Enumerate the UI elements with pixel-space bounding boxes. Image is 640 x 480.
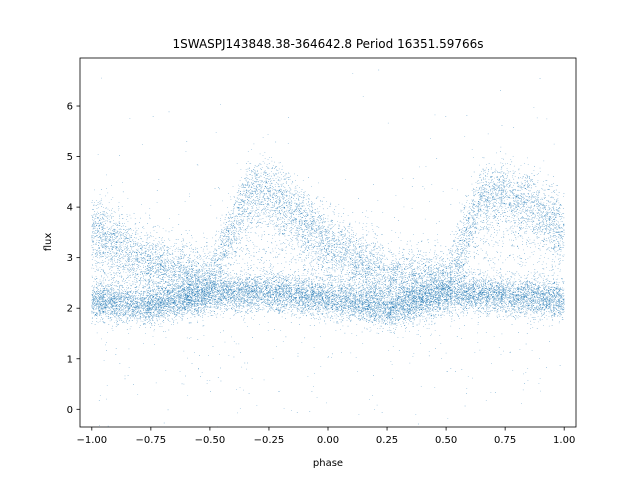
x-tick-label: −0.75 bbox=[136, 435, 167, 446]
data-points bbox=[91, 69, 565, 428]
y-tick-label: 1 bbox=[67, 354, 73, 365]
x-tick-label: −1.00 bbox=[76, 435, 107, 446]
y-tick-label: 0 bbox=[67, 405, 73, 416]
scatter-points bbox=[91, 69, 565, 428]
x-tick-label: −0.50 bbox=[195, 435, 226, 446]
x-tick-label: 0.75 bbox=[494, 435, 516, 446]
x-tick-label: 0.00 bbox=[317, 435, 339, 446]
y-axis-label: flux bbox=[43, 233, 54, 252]
y-tick-label: 2 bbox=[67, 304, 73, 315]
y-axis: 0 1 2 3 4 5 6 bbox=[67, 102, 80, 416]
x-tick-label: −0.25 bbox=[254, 435, 285, 446]
x-axis: −1.00 −0.75 −0.50 −0.25 0.00 0.25 0.50 0.75 1.00 bbox=[76, 427, 575, 446]
x-tick-label: 1.00 bbox=[553, 435, 575, 446]
y-tick-label: 4 bbox=[67, 203, 73, 214]
plot-frame bbox=[79, 57, 577, 428]
x-tick-label: 0.25 bbox=[376, 435, 398, 446]
y-tick-label: 6 bbox=[67, 102, 73, 113]
x-tick-label: 0.50 bbox=[435, 435, 457, 446]
y-tick-label: 3 bbox=[67, 253, 73, 264]
x-axis-label: phase bbox=[313, 458, 343, 469]
chart-title: 1SWASPJ143848.38-364642.8 Period 16351.5… bbox=[172, 37, 483, 51]
y-tick-label: 5 bbox=[67, 152, 73, 163]
